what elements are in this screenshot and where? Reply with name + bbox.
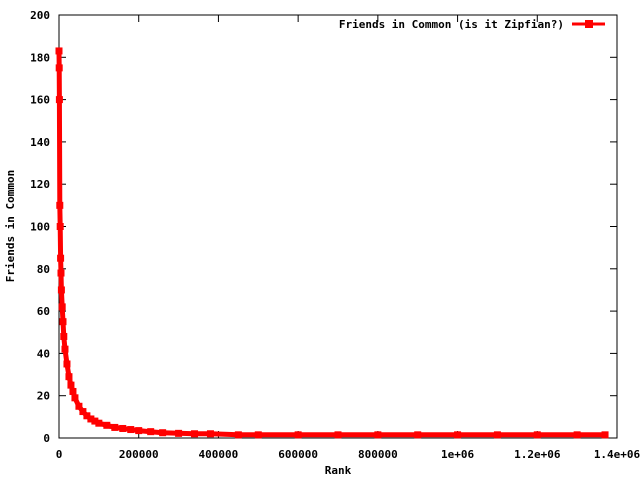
data-point [175,429,183,437]
data-point [55,47,63,55]
data-point [56,223,64,230]
data-point [83,412,91,420]
data-point [234,431,242,439]
x-tick-label: 600000 [278,448,318,461]
data-point [159,429,167,437]
data-point [56,201,64,209]
data-point [374,431,382,439]
x-tick-label: 400000 [199,448,239,461]
x-tick-label: 800000 [358,448,398,461]
y-tick-label: 80 [37,263,50,276]
data-point [573,431,581,439]
data-point [57,254,65,262]
y-tick-label: 120 [30,178,50,191]
data-point [95,419,103,427]
data-point [79,408,87,416]
data-point [294,431,302,439]
y-tick-label: 140 [30,136,50,149]
y-tick-label: 60 [37,305,50,318]
legend: Friends in Common (is it Zipfian?) [339,18,605,31]
y-tick-label: 160 [30,94,50,107]
legend-label: Friends in Common (is it Zipfian?) [339,18,564,31]
data-point [91,417,99,425]
data-point [454,431,462,439]
data-point [60,332,68,340]
data-point [57,286,65,294]
data-point [103,421,111,429]
data-point [111,423,119,431]
data-point [69,387,77,395]
legend-marker [585,20,593,28]
data-point [147,428,155,436]
x-axis-label: Rank [325,464,352,477]
data-point [58,303,66,311]
x-tick-label: 1e+06 [441,448,474,461]
data-point [71,394,79,402]
data-point [65,373,73,381]
data-point [67,381,75,389]
data-point [127,426,135,434]
y-tick-label: 100 [30,221,50,234]
x-tick-label: 1.2e+06 [514,448,561,461]
y-tick-label: 0 [43,432,50,445]
data-point [61,345,69,353]
x-tick-label: 200000 [119,448,159,461]
data-point [601,431,609,439]
data-point [59,318,67,326]
series-layer [55,47,609,439]
x-tick-label: 1.4e+06 [594,448,640,461]
data-point [191,430,199,438]
data-point [135,427,143,435]
data-point [206,430,214,438]
plot-frame [58,14,618,439]
data-point [119,424,127,432]
ticks-layer: 0 20 40 60 80 100 120 140 160 180 200 0 200000 400000… [30,9,640,461]
data-point [533,431,541,439]
data-point [57,269,65,277]
data-point [87,415,95,423]
x-tick-label: 0 [56,448,63,461]
y-axis-label: Friends in Common [4,170,17,283]
data-point [254,431,262,439]
data-point [55,96,63,104]
y-tick-label: 20 [37,390,50,403]
data-point [414,431,422,439]
data-point [63,360,71,368]
series-line [56,48,608,438]
data-point [55,64,63,72]
data-point [493,431,501,439]
data-point [334,431,342,439]
data-point [75,402,83,410]
y-tick-label: 200 [30,9,50,22]
y-tick-label: 40 [37,347,50,360]
y-tick-label: 180 [30,51,50,64]
